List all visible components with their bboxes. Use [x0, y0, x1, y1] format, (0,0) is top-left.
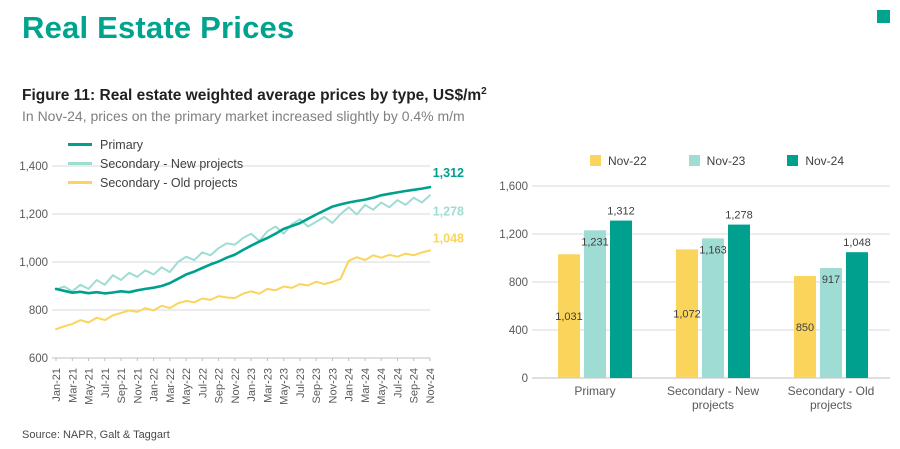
y-axis-tick-label: 1,400 [19, 161, 48, 173]
x-axis-tick-label: Nov-23 [327, 368, 339, 403]
bar-nov-22-secondary-old-projects [794, 276, 816, 378]
figure-subtitle: In Nov-24, prices on the primary market … [22, 108, 465, 124]
y-axis-tick-label: 0 [522, 373, 528, 385]
bar-value-label: 1,072 [673, 309, 701, 321]
y-axis-tick-label: 1,600 [499, 181, 528, 193]
figure-title-text: Figure 11: Real estate weighted average … [22, 87, 482, 105]
bar-value-label: 1,163 [699, 244, 727, 256]
x-axis-tick-label: Sep-23 [311, 368, 323, 403]
category-label: Primary [574, 384, 615, 398]
x-axis-tick-label: Mar-23 [262, 368, 274, 403]
bar-nov-24-secondary-old-projects [846, 252, 868, 378]
bar-value-label: 1,031 [555, 311, 583, 323]
x-axis-tick-label: Sep-24 [409, 368, 421, 403]
x-axis-tick-label: Sep-22 [214, 368, 226, 403]
legend-line-swatch [68, 143, 92, 146]
x-axis-tick-label: May-22 [181, 368, 193, 405]
bar-nov-24-primary [610, 220, 632, 378]
x-axis-tick-label: Jan-24 [344, 368, 356, 402]
source-note: Source: NAPR, Galt & Taggart [22, 429, 170, 441]
legend-item-secondary-old-projects: Secondary - Old projects [68, 175, 243, 190]
line-chart-svg: 600 800 1,000 1,200 1,400 Jan-21 Mar-21 May-21 J… [19, 161, 464, 405]
x-axis-tick-label: Jan-22 [149, 368, 161, 402]
charts-row: Primary Secondary - New projects Secondary… [0, 133, 900, 426]
bar-value-label: 1,048 [843, 237, 871, 249]
bar-value-label: 917 [822, 274, 840, 286]
y-axis-tick-label: 800 [509, 277, 528, 289]
legend-square-swatch [688, 155, 700, 166]
legend-label: Nov-24 [805, 153, 845, 168]
line-end-label-secondary-old-projects: 1,048 [433, 232, 464, 246]
x-axis-tick-label: Mar-24 [360, 368, 372, 403]
category-label: Secondary - Old [788, 384, 875, 398]
legend-item-nov-23: Nov-23 [688, 153, 746, 168]
x-axis-tick-label: Jul-24 [393, 368, 405, 398]
y-axis-tick-label: 1,000 [19, 257, 48, 269]
line-chart: Primary Secondary - New projects Secondary… [10, 133, 484, 426]
legend-item-nov-24: Nov-24 [787, 153, 844, 168]
page-title: Real Estate Prices [22, 10, 295, 45]
legend-square-swatch [787, 155, 799, 166]
bar-nov-22-primary [558, 254, 580, 378]
bar-nov-23-secondary-new-projects [702, 238, 724, 378]
bar-chart-svg: 0 400 800 1,200 1,600 1,031 1,231 1,312 Primary 1… [499, 181, 890, 412]
x-axis-tick-label: Mar-22 [165, 368, 177, 403]
x-axis-tick-label: May-21 [84, 368, 96, 405]
legend-label: Nov-23 [706, 153, 746, 168]
line-end-label-primary: 1,312 [433, 166, 464, 180]
x-axis-tick-label: Jan-23 [246, 368, 258, 402]
line-chart-legend: Primary Secondary - New projects Secondary… [68, 137, 243, 190]
x-axis-tick-label: Mar-21 [67, 368, 79, 403]
bar-nov-22-secondary-new-projects [676, 249, 698, 378]
x-axis-tick-label: Jul-23 [295, 368, 307, 398]
legend-label: Secondary - New projects [100, 156, 244, 171]
bar-chart-legend: Nov-22 Nov-23 Nov-24 [536, 153, 898, 168]
bar-chart: Nov-22 Nov-23 Nov-24 0 400 800 1,200 1,600 1,03… [490, 133, 898, 426]
bar-nov-24-secondary-new-projects [728, 224, 750, 378]
category-label: Secondary - New [667, 384, 759, 398]
legend-square-swatch [589, 155, 601, 166]
y-axis-tick-label: 600 [29, 353, 48, 365]
legend-label: Secondary - Old projects [100, 175, 238, 190]
x-axis-tick-label: Jul-22 [197, 368, 209, 398]
x-axis-tick-label: Sep-21 [116, 368, 128, 403]
category-label: projects [810, 398, 852, 412]
bar-value-label: 1,312 [607, 206, 635, 218]
x-axis-tick-label: May-24 [376, 368, 388, 405]
figure-title: Figure 11: Real estate weighted average … [22, 86, 487, 105]
legend-label: Primary [100, 137, 144, 152]
y-axis-tick-label: 800 [29, 305, 48, 317]
bar-nov-23-secondary-old-projects [820, 268, 842, 378]
legend-label: Nov-22 [607, 153, 647, 168]
legend-line-swatch [68, 181, 92, 184]
x-axis-tick-label: Nov-21 [132, 368, 144, 403]
x-axis-tick-label: Jul-21 [100, 368, 112, 398]
bar-nov-23-primary [584, 230, 606, 378]
legend-item-secondary-new-projects: Secondary - New projects [68, 156, 243, 171]
x-axis-tick-label: Nov-22 [230, 368, 242, 403]
bar-value-label: 1,278 [725, 210, 753, 222]
y-axis-tick-label: 400 [509, 325, 528, 337]
x-axis-tick-label: Nov-24 [425, 368, 437, 403]
line-end-label-secondary-new-projects: 1,278 [433, 204, 464, 218]
x-axis-tick-label: Jan-21 [51, 368, 63, 402]
legend-item-nov-22: Nov-22 [589, 153, 647, 168]
legend-line-swatch [68, 162, 92, 165]
legend-item-primary: Primary [68, 137, 243, 152]
y-axis-tick-label: 1,200 [19, 209, 48, 221]
bar-value-label: 850 [796, 322, 814, 334]
category-label: projects [692, 398, 734, 412]
bar-value-label: 1,231 [581, 236, 609, 248]
line-series-primary [54, 185, 432, 295]
line-series-secondary-new-projects [55, 194, 431, 293]
x-axis-tick-label: May-23 [279, 368, 291, 405]
y-axis-tick-label: 1,200 [499, 229, 528, 241]
line-series-secondary-old-projects [55, 249, 431, 331]
brand-mark-icon [877, 10, 890, 23]
figure-title-superscript: 2 [481, 86, 487, 97]
